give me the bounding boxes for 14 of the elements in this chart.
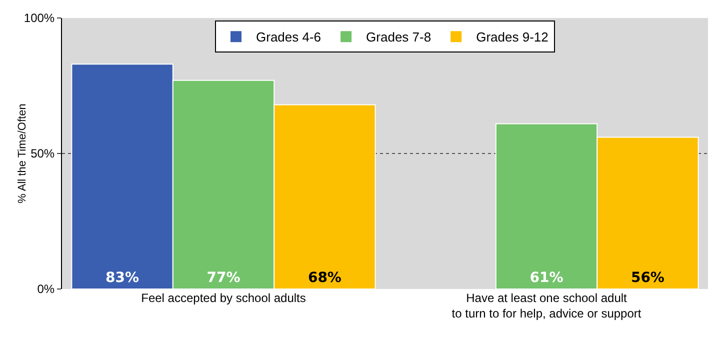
y-tick-label: 0%	[37, 282, 55, 296]
legend-label: Grades 9-12	[476, 30, 548, 45]
legend-label: Grades 7-8	[366, 30, 432, 45]
y-axis-title: % All the Time/Often	[16, 104, 29, 204]
y-tick-label: 100%	[24, 11, 55, 26]
x-tick-label: Have at least one school adult to turn to for help, advice or support	[452, 291, 642, 321]
y-tick-label: 50%	[30, 146, 55, 161]
data-label: 83%	[106, 270, 140, 286]
x-tick-label: Feel accepted by school adults	[141, 291, 306, 305]
data-label: 61%	[530, 270, 564, 286]
legend-label: Grades 4-6	[256, 30, 322, 45]
data-label: 68%	[308, 270, 342, 286]
data-label: 56%	[630, 270, 664, 286]
data-label: 77%	[206, 270, 240, 286]
